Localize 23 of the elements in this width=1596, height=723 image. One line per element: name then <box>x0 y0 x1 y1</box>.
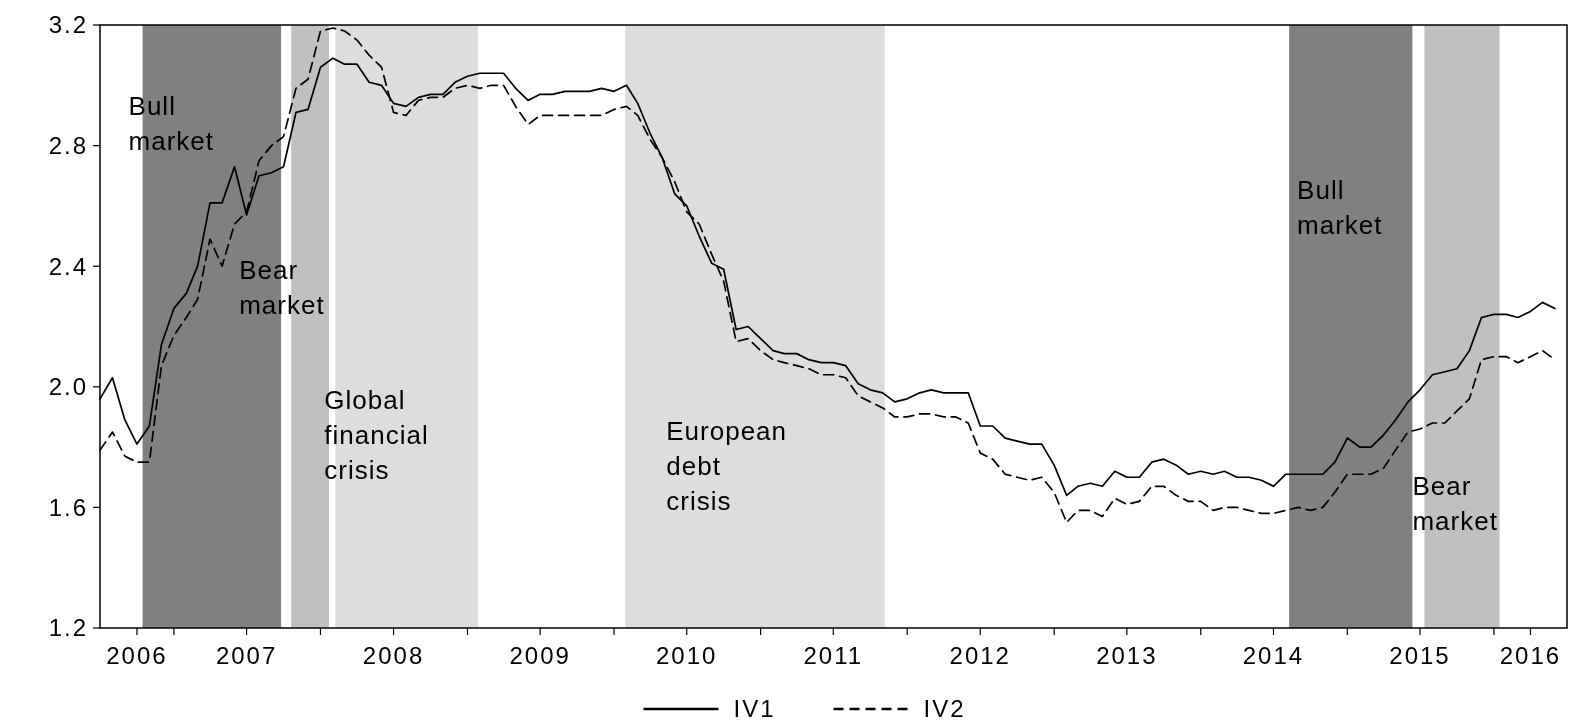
band-label: Bull market <box>1297 175 1383 240</box>
band-label: Global financial crisis <box>324 385 429 485</box>
y-tick-label: 2.8 <box>48 132 88 159</box>
x-tick-label: 2014 <box>1242 642 1305 669</box>
x-tick-label: 2009 <box>509 642 571 669</box>
legend-label: IV1 <box>733 695 776 723</box>
x-tick-label: 2011 <box>803 642 864 669</box>
band-label: Bear market <box>1412 471 1498 536</box>
x-tick-label: 2006 <box>106 642 168 669</box>
x-tick-label: 2015 <box>1389 642 1451 669</box>
y-tick-label: 2.4 <box>48 252 88 280</box>
x-tick-label: 2012 <box>949 642 1011 669</box>
x-tick-label: 2013 <box>1096 642 1158 669</box>
x-tick-label: 2008 <box>362 642 425 669</box>
x-tick-label: 2010 <box>656 642 718 669</box>
band-label: European debt crisis <box>666 416 788 516</box>
y-tick-label: 1.6 <box>48 493 88 521</box>
x-tick-label: 2007 <box>215 642 278 669</box>
y-tick-label: 3.2 <box>48 11 88 39</box>
x-tick-label: 2016 <box>1499 642 1562 669</box>
y-tick-label: 2.0 <box>48 373 88 401</box>
legend-label: IV2 <box>923 695 966 723</box>
y-tick-label: 1.2 <box>48 614 88 642</box>
